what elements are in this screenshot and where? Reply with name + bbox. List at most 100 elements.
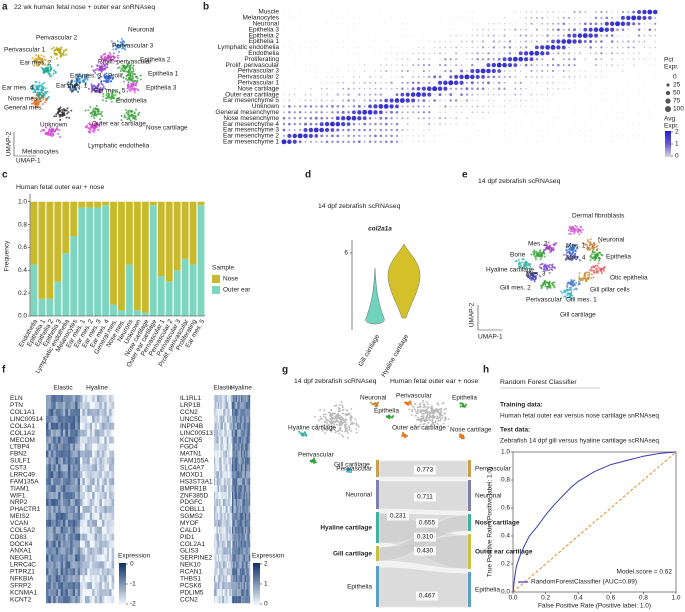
heat-cell	[94, 499, 98, 507]
heat-cell	[109, 422, 112, 430]
panel-label: d	[305, 170, 311, 181]
heat-cell	[233, 533, 235, 541]
heat-cell	[101, 457, 105, 465]
dot	[498, 52, 501, 55]
dot	[568, 88, 570, 90]
heat-cell	[228, 575, 230, 583]
dot	[647, 9, 653, 15]
heat-cell	[224, 415, 226, 423]
heat-cell	[58, 554, 61, 562]
cell-dot	[110, 40, 113, 43]
heat-cell	[221, 429, 224, 437]
heat-cell	[238, 533, 240, 541]
dot	[396, 117, 398, 120]
heat-cell	[235, 422, 238, 430]
heat-cell	[70, 582, 73, 590]
heat-cell	[219, 505, 221, 514]
dot	[352, 134, 356, 138]
cell-dot	[338, 414, 340, 417]
heat-cell	[104, 492, 107, 500]
dot	[622, 58, 624, 60]
heat-cell	[235, 596, 238, 604]
dot	[617, 111, 619, 113]
heat-cell	[75, 554, 78, 562]
heat-cell	[243, 464, 246, 472]
heat-cell	[111, 415, 115, 423]
dot	[460, 69, 464, 73]
dot	[288, 128, 291, 132]
heat-cell	[225, 589, 228, 597]
heat-cell	[235, 533, 238, 541]
heat-cell	[92, 519, 95, 527]
heat-cell	[46, 450, 49, 458]
dot	[616, 28, 619, 31]
heat-cell	[229, 429, 231, 437]
heat-cell	[229, 415, 231, 423]
heat-cell	[92, 471, 95, 479]
dot	[487, 34, 490, 37]
cell-dot	[354, 418, 356, 421]
dot	[384, 98, 389, 103]
heat-cell	[94, 478, 98, 486]
heat-cell	[97, 436, 100, 444]
heat-cell	[230, 499, 233, 507]
dot	[342, 76, 344, 78]
heat-cell	[67, 492, 71, 500]
cell-dot	[50, 56, 53, 59]
heat-cell	[104, 547, 107, 555]
dot	[380, 58, 382, 60]
heat-cell	[99, 589, 103, 597]
heat-cell	[242, 568, 244, 576]
heat-cell	[246, 464, 248, 472]
heat-cell	[67, 533, 71, 541]
dot	[455, 105, 457, 108]
dot	[514, 11, 516, 13]
heat-cell	[219, 589, 221, 597]
heat-cell	[63, 512, 66, 520]
heat-cell	[111, 443, 115, 451]
cell-dot	[55, 115, 58, 118]
heat-cell	[72, 457, 76, 465]
dot	[353, 81, 355, 84]
cell-dot	[92, 87, 95, 90]
heat-cell	[72, 519, 76, 527]
dot	[395, 104, 399, 109]
size-tick-label: 50	[673, 90, 681, 97]
heat-cell	[84, 436, 88, 444]
heat-cell	[48, 589, 52, 597]
cell-dot	[32, 64, 35, 67]
heat-cell	[63, 415, 66, 423]
dot	[336, 134, 340, 138]
dot	[374, 140, 377, 143]
heat-cell	[223, 415, 225, 423]
dot	[368, 134, 372, 138]
cell-dot	[123, 114, 126, 117]
dot	[492, 40, 495, 43]
dot	[568, 52, 571, 55]
dot	[346, 122, 351, 126]
cell-dot	[322, 413, 325, 416]
heat-cell	[82, 589, 86, 597]
dot	[315, 70, 317, 72]
heat-cell	[244, 554, 247, 562]
cell-dot	[324, 413, 327, 416]
dot	[471, 99, 473, 102]
heat-cell	[239, 575, 242, 583]
cell-dot	[120, 115, 123, 118]
dot	[358, 99, 360, 102]
dot	[342, 23, 344, 25]
dot	[654, 46, 656, 49]
cell-dot	[49, 75, 52, 78]
heat-cell	[60, 589, 64, 597]
bar-segment	[86, 201, 94, 208]
heat-cell	[101, 596, 105, 604]
dot	[541, 111, 543, 113]
heat-cell	[225, 429, 228, 437]
heat-cell	[101, 436, 105, 444]
dot	[622, 35, 624, 37]
dot	[518, 51, 523, 56]
dot	[304, 99, 307, 102]
heat-cell	[87, 596, 90, 604]
heat-cell	[246, 457, 248, 465]
dot	[638, 123, 640, 125]
